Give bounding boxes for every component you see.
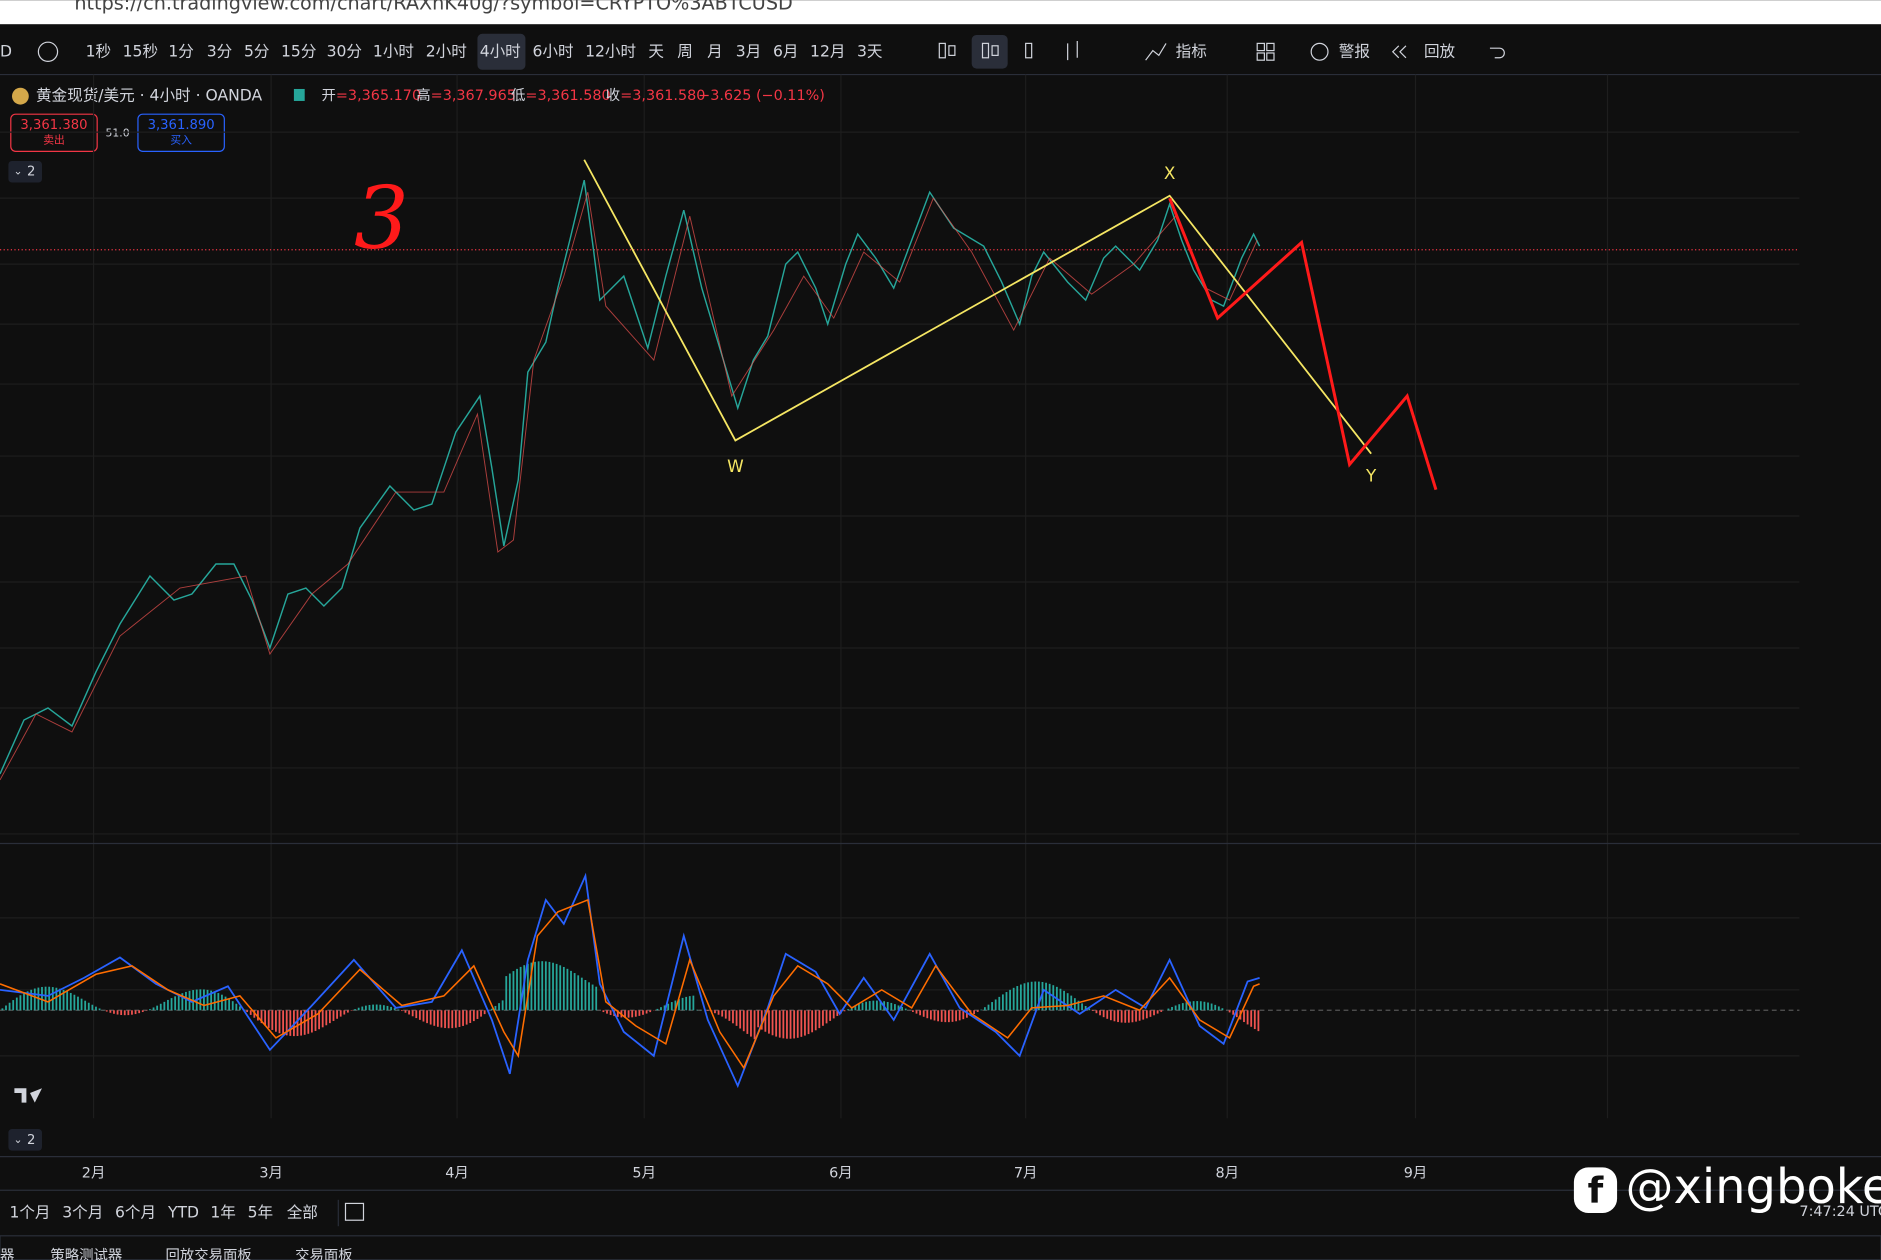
url[interactable]: https://cn.tradingview.com/chart/RAXhK40… [74,0,792,14]
spread: 51.0 [106,126,130,139]
wave-lines [583,159,1372,455]
interval-button[interactable]: 月 [707,42,723,60]
market-status [293,88,305,101]
interval-button[interactable]: 15分 [281,42,316,60]
range-button[interactable]: 3个月 [62,1204,103,1222]
sell-label: 卖出 [43,134,65,147]
ohlc-label: 高 [416,87,430,104]
range-button[interactable]: 1年 [210,1204,236,1222]
interval-button[interactable]: 6小时 [532,42,573,60]
bottom-panel [0,1235,1881,1260]
interval-button[interactable]: 1秒 [86,42,112,60]
bottom-tab[interactable]: 器 [0,1248,14,1260]
month-label: 7月 [1014,1165,1038,1181]
chart-type[interactable]: D [0,42,12,60]
collapse-btn[interactable] [8,160,42,183]
interval-button[interactable]: 周 [677,42,693,60]
ohlc-value: =3,361.580 [620,88,705,104]
wave-label: Y [1365,465,1377,485]
range-button[interactable]: 5年 [248,1204,274,1222]
address-bar [0,0,1881,25]
wave-label: W [727,456,744,476]
symbol-icon [11,87,29,105]
watermark: @xingboke [1625,1159,1881,1215]
toolbar-icons [938,34,1505,69]
month-label: 4月 [445,1165,469,1181]
price-path [0,179,1261,775]
chevron: ⌄ [13,1133,22,1146]
toolbar [0,28,1881,75]
interval-button[interactable]: 30分 [327,42,362,60]
interval-button[interactable]: 4小时 [480,42,521,60]
interval-button[interactable]: 15秒 [123,42,158,60]
bottom-tab[interactable]: 回放交易面板 [166,1246,252,1260]
ohlc-value: =3,361.580 [525,88,610,104]
indicator-collapse: 2 [27,1133,35,1148]
main-collapse: 2 [27,165,35,180]
clock: 7:47:24 UTC+8 [1799,1204,1881,1220]
facebook-icon: f [1573,1167,1618,1214]
interval-button[interactable]: 3月 [736,42,762,60]
month-label: 5月 [632,1165,656,1181]
ohlc-label: 收 [606,87,620,104]
buy-price: 3,361.890 [148,118,215,133]
interval-button[interactable]: 3分 [207,42,232,60]
interval-button[interactable]: 12小时 [585,42,636,60]
interval-button[interactable]: 1小时 [373,42,414,60]
interval-button[interactable]: 12月 [810,42,845,60]
grid [0,74,1800,1119]
month-label: 2月 [82,1165,106,1181]
date-range-icon[interactable] [344,1202,365,1221]
interval-button[interactable]: 6月 [773,42,799,60]
sell-price: 3,361.380 [20,118,87,133]
ohlc-value: =3,367.965 [431,88,516,104]
chevron: ⌄ [13,165,22,178]
interval-button[interactable]: 天 [648,42,664,60]
handwritten-mark: 3 [354,169,409,269]
ohlc-change: −3.625 (−0.11%) [698,88,825,104]
month-label: 3月 [259,1165,283,1181]
projection-path [1168,197,1438,491]
month-label: 6月 [829,1165,853,1181]
month-label: 8月 [1215,1165,1239,1181]
bottom-tab[interactable]: 交易面板 [295,1246,353,1260]
interval-button[interactable]: 1分 [168,42,193,60]
interval-button[interactable]: 5分 [244,42,270,60]
ohlc-value: =3,365.170 [336,88,421,104]
wave-label: X [1164,163,1176,183]
indicators-button[interactable]: 指标 [1176,42,1207,60]
price-path-wicks [0,192,1258,781]
range-button[interactable]: 1个月 [9,1204,50,1222]
symbol-title: 黄金现货/美元 · 4小时 · OANDA [36,87,263,105]
macd-line [0,872,1260,1089]
range-button[interactable]: 全部 [287,1204,318,1222]
ohlc-label: 开 [321,88,335,104]
range-button[interactable]: 6个月 [115,1204,156,1222]
bottom-tab[interactable]: 策略测试器 [50,1247,122,1260]
range-button[interactable]: YTD [167,1204,199,1222]
buy-label: 买入 [170,134,192,147]
tv-logo [14,1088,42,1103]
signal-line [0,898,1260,1070]
add-icon[interactable] [37,41,59,62]
collapse-btn[interactable] [8,1129,42,1151]
alert-button[interactable]: 警报 [1339,42,1370,60]
ohlc-label: 低 [511,87,525,104]
replay-button[interactable]: 回放 [1424,42,1456,60]
interval-button[interactable]: 2小时 [426,42,467,60]
svg-text:f: f [1588,1171,1604,1212]
month-label: 9月 [1404,1165,1428,1181]
interval-button[interactable]: 3天 [857,42,883,60]
active-interval-bg [477,33,526,70]
